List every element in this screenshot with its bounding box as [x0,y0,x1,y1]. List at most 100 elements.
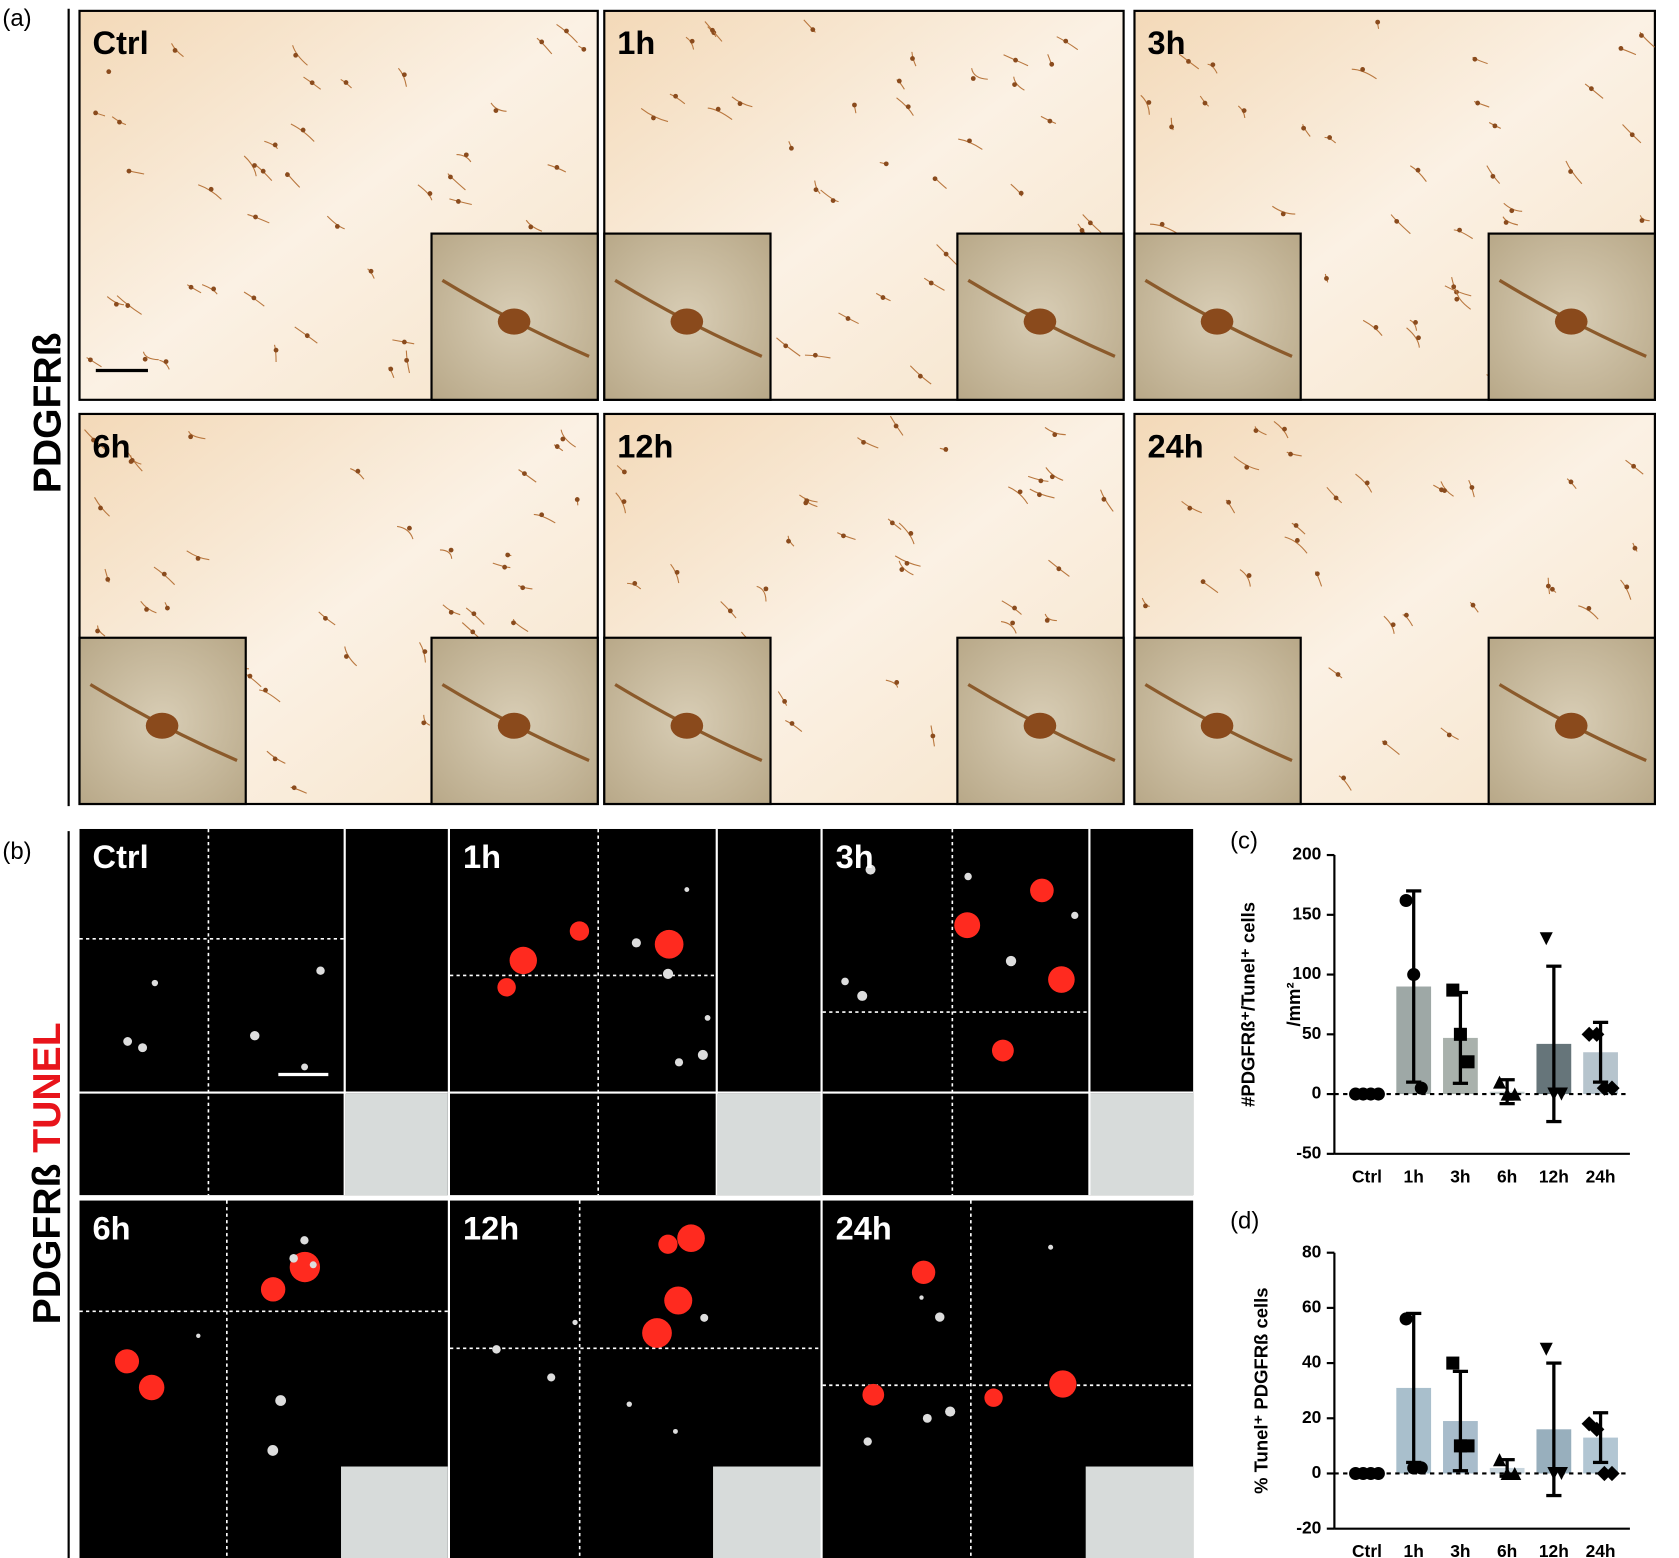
cell [520,585,526,591]
cell [967,138,972,144]
cell [1017,489,1023,495]
cell [388,366,394,372]
cell [1202,100,1208,106]
cell [1333,495,1339,501]
ortho-corner [1085,1466,1194,1558]
cell [1049,61,1055,67]
tunel-nucleus [114,1349,140,1374]
cell-process [1472,56,1488,65]
pericyte-signal [138,1043,148,1053]
cell [401,339,407,345]
y-tick-label: 50 [1302,1023,1321,1043]
cell [1052,432,1058,438]
x-tick-label: 1h [1404,1166,1424,1186]
panel-label: (d) [1230,1208,1259,1235]
cell [125,303,131,308]
cell [861,439,866,445]
cell-process [1044,613,1057,622]
cell-process [417,184,433,201]
cell [95,628,100,634]
cell-process [1453,229,1473,240]
cell [1143,603,1148,609]
inset-cell [1023,712,1057,739]
pericyte-signal [700,1313,709,1322]
data-point [1461,1439,1475,1453]
panel-label: (b) [2,838,31,865]
data-point [1461,1055,1475,1069]
cell [1327,135,1333,140]
cell [1457,227,1462,233]
cell [1632,545,1638,551]
tunel-nucleus [911,1260,936,1285]
image-label: 3h [836,838,874,875]
cell-process [756,585,767,602]
cell [1341,775,1347,781]
x-tick-label: 24h [1586,1541,1616,1558]
cell [737,101,743,107]
cell [247,673,253,679]
cell-process [1381,740,1400,755]
cell [1639,218,1645,223]
tunel-nucleus [1048,966,1075,993]
cell [564,28,569,34]
stain-label: PDGFRß TUNEL [27,1022,70,1324]
cell [1244,464,1250,470]
cell [1049,474,1055,480]
data-point [1407,968,1421,982]
data-point [1399,1312,1413,1326]
cell [404,357,410,363]
cell [463,152,469,158]
cell-process [820,189,839,203]
cell [343,80,349,85]
cell [448,174,453,180]
cell [1253,428,1259,434]
cell [502,564,508,570]
cell [1364,480,1370,486]
cell [1186,59,1191,64]
cell [1280,211,1286,217]
cell [763,586,769,592]
x-tick-label: 12h [1539,1166,1569,1186]
data-point [1589,1421,1605,1437]
cell [142,356,148,362]
cell [1324,276,1329,281]
pericyte-signal [631,938,641,948]
cell [1200,579,1206,585]
image-label: Ctrl [93,838,149,875]
cell [93,110,98,116]
cell [1446,732,1452,738]
cell [1226,499,1232,505]
cell [263,687,268,693]
cell [129,457,135,463]
pericyte-signal [572,1319,578,1326]
cell-process [536,37,553,55]
cell [1063,38,1069,44]
inset-cell [1200,308,1234,335]
cell-process [290,786,307,794]
cell [893,423,899,429]
pericyte-signal [547,1373,556,1382]
cell-process [142,351,159,361]
cell [810,27,816,33]
cell [1545,583,1551,589]
cell [1044,618,1050,623]
cell [293,52,299,58]
cell [1416,335,1421,341]
inset [430,636,599,806]
y-tick-label: 60 [1302,1296,1321,1316]
cell-process [439,549,453,559]
cell [560,436,566,442]
cell [1210,62,1216,68]
cell [889,520,895,526]
cell-process [1406,327,1420,348]
image-label: 1h [463,838,501,875]
data-point [1589,1026,1605,1042]
cell-process [1254,426,1267,436]
cell [789,145,794,151]
cell [813,187,819,193]
tunel-nucleus [138,1374,165,1401]
cell [188,284,194,290]
pericyte-signal [922,1413,932,1423]
cell [253,214,258,220]
